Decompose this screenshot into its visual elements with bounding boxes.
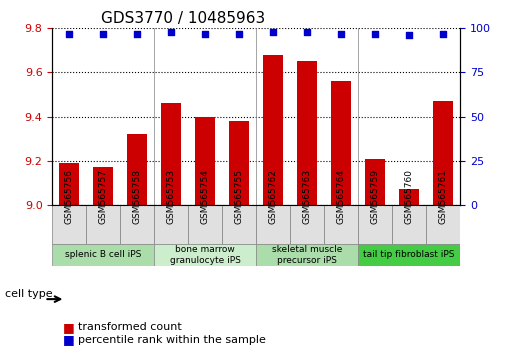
Text: GSM565759: GSM565759 bbox=[371, 169, 380, 224]
Bar bbox=[127, 134, 147, 205]
Bar bbox=[433, 101, 453, 205]
Text: GSM565760: GSM565760 bbox=[405, 169, 414, 224]
FancyBboxPatch shape bbox=[154, 205, 188, 244]
Text: transformed count: transformed count bbox=[78, 322, 182, 332]
Point bbox=[201, 31, 209, 36]
Text: GSM565762: GSM565762 bbox=[269, 170, 278, 224]
FancyBboxPatch shape bbox=[358, 244, 460, 266]
Point bbox=[371, 31, 379, 36]
Point bbox=[65, 31, 73, 36]
FancyBboxPatch shape bbox=[120, 205, 154, 244]
FancyBboxPatch shape bbox=[256, 244, 358, 266]
Text: ■: ■ bbox=[63, 333, 74, 346]
Point bbox=[439, 31, 448, 36]
Point bbox=[167, 29, 175, 35]
Text: GSM565755: GSM565755 bbox=[235, 169, 244, 224]
Text: GSM565763: GSM565763 bbox=[303, 169, 312, 224]
FancyBboxPatch shape bbox=[324, 205, 358, 244]
FancyBboxPatch shape bbox=[52, 244, 154, 266]
Text: bone marrow
granulocyte iPS: bone marrow granulocyte iPS bbox=[170, 245, 241, 264]
Bar bbox=[195, 116, 215, 205]
FancyBboxPatch shape bbox=[154, 244, 256, 266]
Bar bbox=[399, 189, 419, 205]
Text: GDS3770 / 10485963: GDS3770 / 10485963 bbox=[101, 11, 266, 26]
Bar bbox=[331, 81, 351, 205]
FancyBboxPatch shape bbox=[358, 205, 392, 244]
Text: GSM565753: GSM565753 bbox=[167, 169, 176, 224]
Bar bbox=[59, 163, 79, 205]
Text: GSM565754: GSM565754 bbox=[201, 170, 210, 224]
Point bbox=[235, 31, 243, 36]
FancyBboxPatch shape bbox=[290, 205, 324, 244]
Text: GSM565764: GSM565764 bbox=[337, 170, 346, 224]
Text: ■: ■ bbox=[63, 321, 74, 334]
FancyBboxPatch shape bbox=[188, 205, 222, 244]
FancyBboxPatch shape bbox=[256, 205, 290, 244]
FancyBboxPatch shape bbox=[52, 205, 86, 244]
Bar bbox=[365, 159, 385, 205]
Text: GSM565758: GSM565758 bbox=[133, 169, 142, 224]
Text: cell type: cell type bbox=[5, 289, 53, 299]
Point bbox=[133, 31, 141, 36]
FancyBboxPatch shape bbox=[392, 205, 426, 244]
Point bbox=[99, 31, 108, 36]
Text: GSM565757: GSM565757 bbox=[99, 169, 108, 224]
Point bbox=[269, 29, 277, 35]
FancyBboxPatch shape bbox=[86, 205, 120, 244]
Bar bbox=[229, 121, 249, 205]
Text: splenic B cell iPS: splenic B cell iPS bbox=[65, 250, 142, 259]
Point bbox=[337, 31, 345, 36]
Text: tail tip fibroblast iPS: tail tip fibroblast iPS bbox=[363, 250, 455, 259]
Text: percentile rank within the sample: percentile rank within the sample bbox=[78, 335, 266, 345]
Bar bbox=[263, 55, 283, 205]
Bar bbox=[161, 103, 181, 205]
Text: GSM565761: GSM565761 bbox=[439, 169, 448, 224]
Bar bbox=[93, 167, 113, 205]
FancyBboxPatch shape bbox=[222, 205, 256, 244]
Bar bbox=[297, 62, 317, 205]
Point bbox=[303, 29, 311, 35]
Text: GSM565756: GSM565756 bbox=[65, 169, 74, 224]
FancyBboxPatch shape bbox=[426, 205, 460, 244]
Text: skeletal muscle
precursor iPS: skeletal muscle precursor iPS bbox=[272, 245, 343, 264]
Point bbox=[405, 33, 413, 38]
